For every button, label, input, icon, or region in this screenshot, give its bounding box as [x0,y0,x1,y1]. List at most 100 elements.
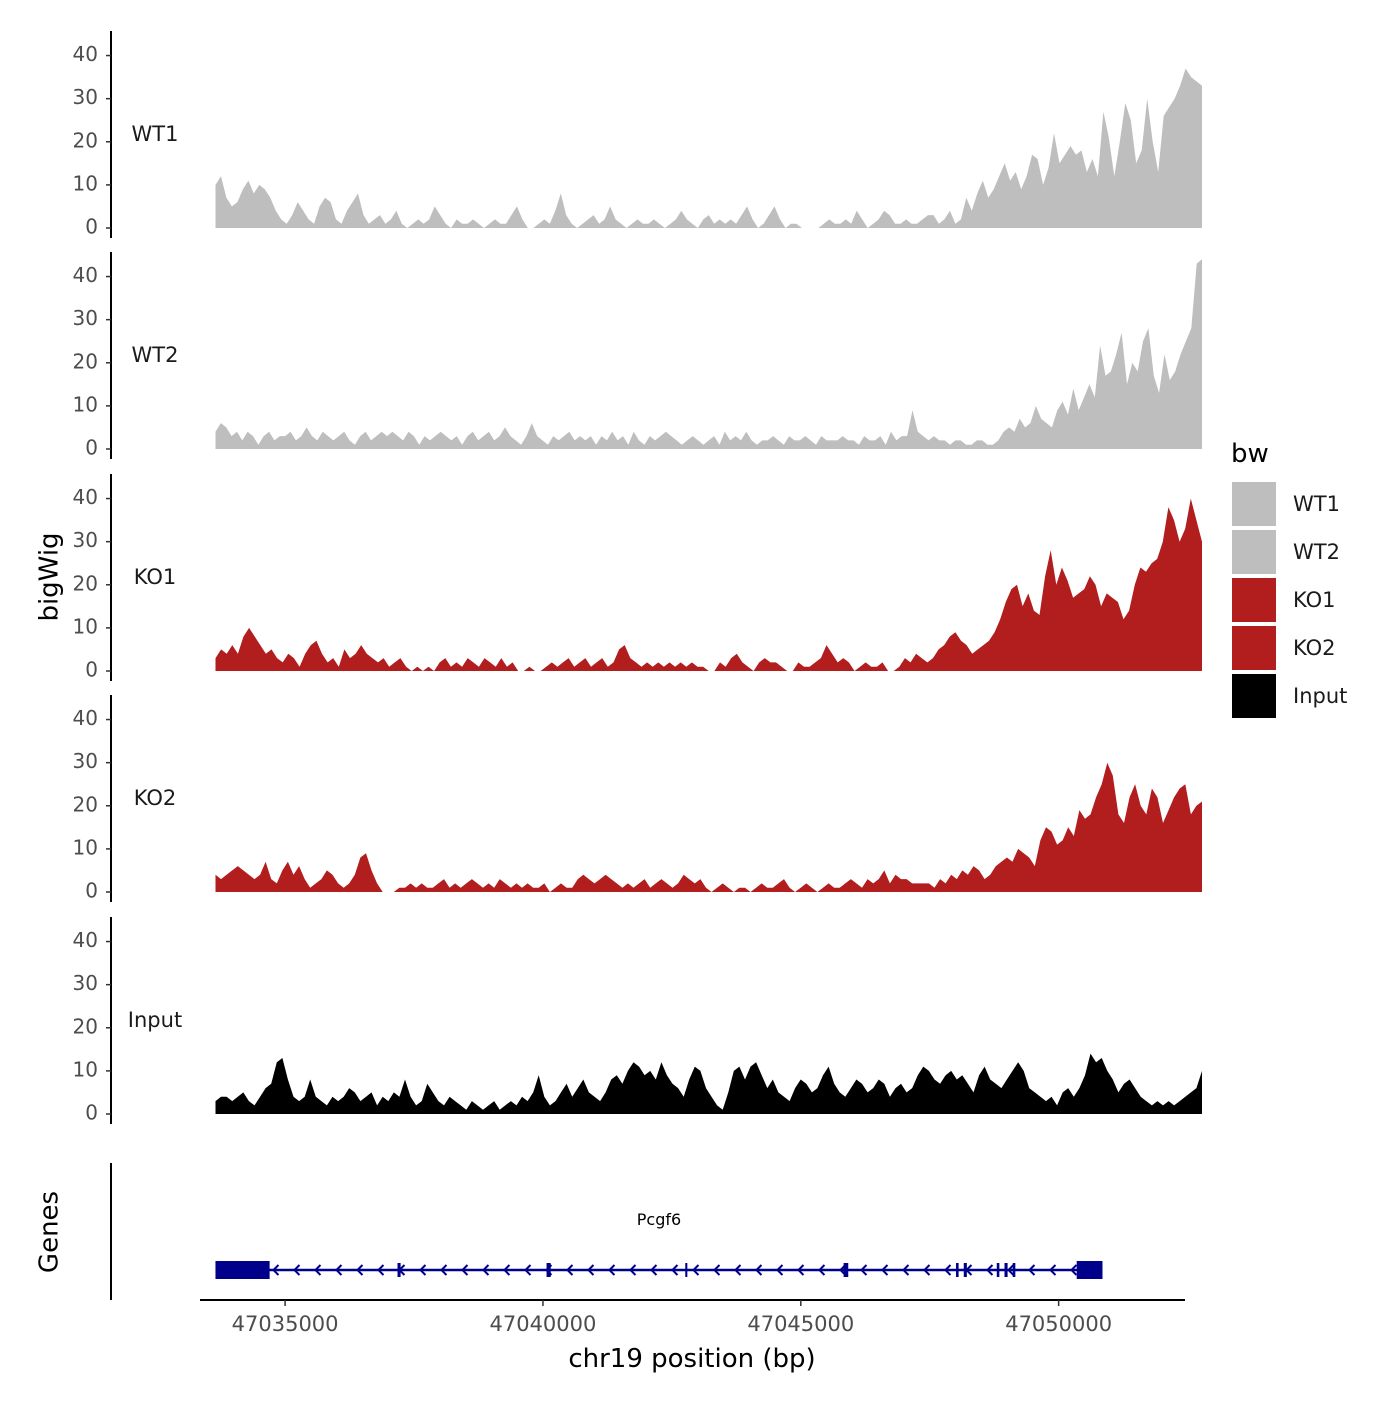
y-tick-label-wt2-0: 0 [85,436,98,460]
y-tick-label-ko1-0: 0 [85,658,98,682]
strand-arrow [293,1264,301,1276]
y-tick-label-ko1-30: 30 [73,528,98,552]
genes-track: Genes Pcgf6 [35,1163,1103,1300]
y-tick-label-ko2-20: 20 [73,792,98,816]
x-tick-label-47045000: 47045000 [747,1312,854,1336]
legend-label-wt1: WT1 [1293,492,1340,516]
strand-arrow [272,1264,280,1276]
area-series-wt1 [215,68,1202,228]
x-tick-label-47035000: 47035000 [232,1312,339,1336]
strand-arrow [419,1264,427,1276]
strand-arrow [671,1264,679,1276]
strand-arrow [734,1264,742,1276]
y-tick-label-input-20: 20 [73,1014,98,1038]
y-tick-label-ko1-40: 40 [73,485,98,509]
strand-arrow [461,1264,469,1276]
gene-exon [685,1263,688,1277]
legend-swatch-wt1 [1232,482,1276,526]
x-axis: 47035000 47040000 47045000 47050000 chr19 p… [200,1299,1185,1374]
y-tick-label-wt1-30: 30 [73,85,98,109]
y-tick-label-wt2-40: 40 [73,263,98,287]
strand-arrow [923,1264,931,1276]
y-tick-label-input-30: 30 [73,971,98,995]
strand-arrow [818,1264,826,1276]
y-tick-label-ko2-40: 40 [73,706,98,730]
area-series-ko2 [215,762,1202,892]
panel-label-ko1: KO1 [134,565,177,589]
y-tick-label-wt2-20: 20 [73,349,98,373]
panel-wt2: 0 10 20 30 40 WT2 [73,252,1202,460]
gene-exon [397,1263,401,1277]
gene-exon [843,1263,849,1277]
y-axis-title: bigWig [35,532,65,621]
y-tick-label-input-10: 10 [73,1057,98,1081]
panel-wt1: 0 10 20 30 40 WT1 [73,31,1202,239]
legend-label-ko2: KO2 [1293,636,1336,660]
x-tick-label-47040000: 47040000 [489,1312,596,1336]
panel-input: 0 10 20 30 40 Input [73,917,1202,1125]
x-ticks: 47035000 47040000 47045000 47050000 [232,1300,1112,1336]
strand-arrow [881,1264,889,1276]
strand-arrow [482,1264,490,1276]
y-tick-label-wt1-40: 40 [73,42,98,66]
strand-arrow [1049,1264,1057,1276]
legend-entries: WT1 WT2 KO1 KO2 Input [1232,482,1347,718]
y-tick-label-wt2-30: 30 [73,306,98,330]
strand-arrow [860,1264,868,1276]
panel-label-input: Input [128,1008,182,1032]
gene-exon [963,1263,967,1277]
strand-arrow [377,1264,385,1276]
legend-label-wt2: WT2 [1293,540,1340,564]
legend-title: bw [1231,439,1269,469]
area-series-wt2 [215,259,1202,449]
legend-swatch-ko2 [1232,626,1276,670]
y-tick-label-ko2-0: 0 [85,879,98,903]
gene-name-label: Pcgf6 [637,1210,681,1229]
strand-arrow [608,1264,616,1276]
strand-arrow [944,1264,952,1276]
y-tick-label-wt1-20: 20 [73,128,98,152]
gene-exon [1076,1261,1103,1279]
y-tick-label-ko1-20: 20 [73,571,98,595]
strand-arrow [650,1264,658,1276]
strand-arrow [356,1264,364,1276]
strand-arrow [1070,1264,1078,1276]
panel-label-wt2: WT2 [132,343,179,367]
strand-arrow [335,1264,343,1276]
gene-exon [996,1263,1000,1277]
y-tick-label-ko1-10: 10 [73,614,98,638]
strand-arrow [1028,1264,1036,1276]
area-series-ko1 [215,498,1202,671]
strand-arrow [629,1264,637,1276]
y-tick-label-input-40: 40 [73,928,98,952]
strand-arrow [566,1264,574,1276]
strand-arrow [986,1264,994,1276]
legend-label-ko1: KO1 [1293,588,1336,612]
gene-exon [1004,1263,1008,1277]
y-tick-label-wt1-10: 10 [73,171,98,195]
strand-arrow [776,1264,784,1276]
strand-arrow [503,1264,511,1276]
strand-arrow [587,1264,595,1276]
legend: bw WT1 WT2 KO1 KO2 Input [1231,439,1347,718]
strand-arrow [1007,1264,1015,1276]
y-tick-label-ko2-30: 30 [73,749,98,773]
strand-arrow [692,1264,700,1276]
strand-arrow [797,1264,805,1276]
strand-arrow [314,1264,322,1276]
strand-arrow [902,1264,910,1276]
gene-exon [215,1261,270,1279]
legend-swatch-input [1232,674,1276,718]
x-tick-label-47050000: 47050000 [1005,1312,1112,1336]
panel-label-ko2: KO2 [134,786,177,810]
strand-arrow [755,1264,763,1276]
genes-track-title: Genes [35,1191,65,1273]
track-panels: 0 10 20 30 40 WT1 0 10 20 30 40 WT2 0 10 20 30 40 KO1 0 10 2… [73,31,1202,1125]
gene-exon [1012,1263,1016,1277]
x-axis-title: chr19 position (bp) [568,1344,815,1374]
y-tick-label-ko2-10: 10 [73,835,98,859]
gene-exon [546,1263,551,1277]
legend-label-input: Input [1293,684,1347,708]
